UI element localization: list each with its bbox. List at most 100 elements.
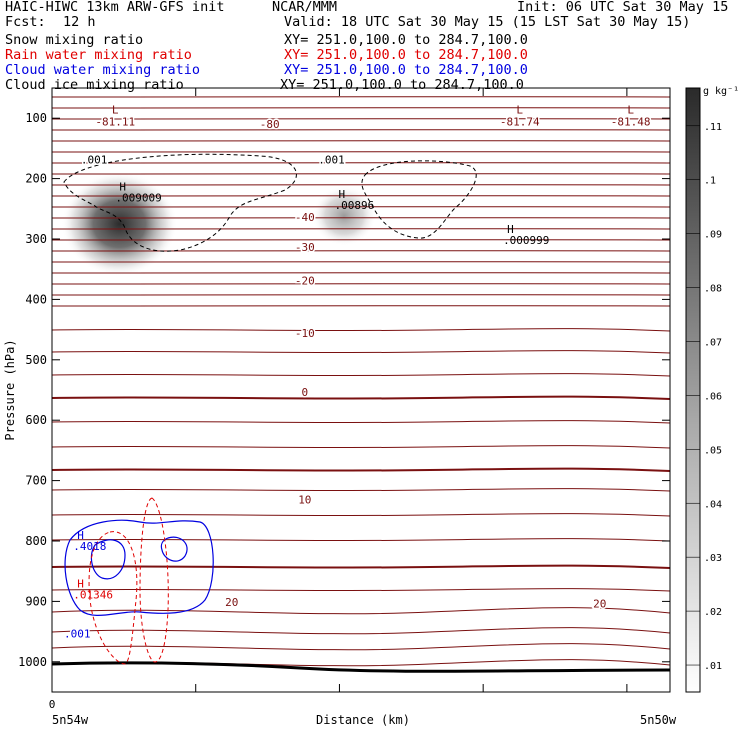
isotherm-line (52, 239, 670, 241)
rain-water-contour (88, 531, 138, 665)
isotherm-line (52, 151, 670, 153)
model-title: HAIC-HIWC 13km ARW-GFS init (5, 0, 225, 15)
surface-line (52, 661, 670, 673)
isotherm-line (52, 445, 670, 449)
isotherm-line (52, 272, 670, 274)
isotherm-label: -81.48 (611, 115, 651, 128)
isotherm-label: -10 (295, 327, 315, 340)
isotherm-line (52, 643, 670, 651)
x-axis-label: Distance (km) (316, 713, 410, 727)
isotherm-line (52, 228, 670, 230)
x-left-location: 5n54w (52, 713, 89, 727)
colorbar-tick-label: .1 (704, 176, 716, 187)
y-tick-label: 500 (25, 353, 47, 367)
colorbar-tick-label: .04 (704, 499, 722, 510)
field-xy-snow: XY= 251.0,100.0 to 284.7,100.0 (284, 32, 528, 48)
isotherm-line (52, 217, 670, 219)
isotherm-line (52, 627, 670, 635)
isotherm-label: -20 (295, 274, 315, 287)
colorbar-unit: g kg⁻¹ (703, 86, 739, 97)
rain-water-contour (139, 497, 169, 663)
y-tick-label: 1000 (18, 655, 47, 669)
plot-frame (51, 87, 671, 693)
isotherm-label: -80 (260, 118, 280, 131)
ice-shading-blob (312, 186, 377, 247)
y-tick-label: 700 (25, 474, 47, 488)
isotherm-line (52, 129, 670, 131)
field-name-cloud-ice: Cloud ice mixing ratio (5, 77, 184, 93)
y-tick-label: 300 (25, 232, 47, 246)
colorbar-tick-label: .08 (704, 284, 722, 295)
low-marker: L (112, 103, 119, 116)
isotherm-line (52, 206, 670, 208)
colorbar-tick-label: .11 (704, 122, 722, 133)
isotherm-label: 20 (225, 596, 238, 609)
forecast-label: Fcst: (5, 14, 46, 30)
isotherm-label: -81.11 (95, 115, 135, 128)
max-marker: H (77, 529, 84, 542)
max-value: .00896 (335, 199, 375, 212)
isotherm-line (52, 162, 670, 164)
forecast-value: 12 h (63, 14, 96, 30)
isotherm-line (52, 118, 670, 120)
contour-label: .001 (64, 628, 91, 641)
x-tick-label: 0 (49, 698, 56, 711)
field-xy-cloud-water: XY= 251.0,100.0 to 284.7,100.0 (284, 62, 528, 78)
isotherm-line (52, 350, 670, 354)
isotherm-line (52, 173, 670, 175)
field-xy-rain: XY= 251.0,100.0 to 284.7,100.0 (284, 47, 528, 63)
snow-contour (361, 160, 477, 239)
colorbar-tick-label: .09 (704, 230, 722, 241)
isotherm-line (52, 305, 670, 307)
max-value: .009009 (115, 192, 161, 205)
isotherm-line (52, 373, 670, 377)
y-tick-label: 600 (25, 413, 47, 427)
ice-shading-blob (61, 171, 178, 276)
isotherm-line (52, 96, 670, 98)
isotherm-line (52, 140, 670, 142)
max-value: .01346 (73, 588, 113, 601)
x-right-location: 5n50w (640, 713, 677, 727)
colorbar (685, 87, 701, 693)
isotherm-line (52, 538, 670, 542)
contour-label: .001 (318, 154, 345, 167)
isotherm-label: 10 (298, 494, 311, 507)
y-tick-label: 100 (25, 111, 47, 125)
isotherm-line (52, 328, 670, 332)
isotherm-label: 20 (593, 597, 606, 610)
max-marker: H (339, 188, 346, 201)
isotherm-line (52, 184, 670, 186)
isotherm-line (52, 467, 670, 472)
isotherm-label: -40 (295, 211, 315, 224)
isotherm-label: -81.74 (500, 115, 540, 128)
max-value: .000999 (503, 234, 549, 247)
colorbar-tick-label: .05 (704, 445, 722, 456)
isotherm-line (52, 588, 670, 592)
field-name-cloud-water: Cloud water mixing ratio (5, 62, 201, 78)
max-marker: H (507, 223, 514, 236)
colorbar-tick-label: .03 (704, 553, 722, 564)
colorbar-tick-label: .02 (704, 607, 722, 618)
colorbar-tick-label: .07 (704, 337, 722, 348)
low-marker: L (627, 103, 634, 116)
cloud-water-contour (90, 539, 126, 580)
isotherm-line (52, 488, 670, 492)
isotherm-line (52, 195, 670, 197)
cloud-water-contour (160, 536, 188, 562)
colorbar-tick-label: .06 (704, 391, 722, 402)
max-marker: H (119, 181, 126, 194)
y-tick-label: 800 (25, 534, 47, 548)
y-tick-label: 400 (25, 292, 47, 306)
isotherm-line (52, 283, 670, 285)
isotherm-label: 0 (302, 386, 309, 399)
valid-time: Valid: 18 UTC Sat 30 May 15 (15 LST Sat … (284, 14, 691, 30)
org-label: NCAR/MMM (272, 0, 338, 15)
field-name-snow: Snow mixing ratio (5, 32, 144, 48)
colorbar-tick-label: .01 (704, 661, 722, 672)
cloud-water-contour (64, 519, 214, 617)
field-xy-cloud-ice: XY= 251.0,100.0 to 284.7,100.0 (280, 77, 524, 93)
isotherm-line (52, 250, 670, 252)
contour-label: .001 (81, 154, 108, 167)
isotherm-line (52, 564, 670, 569)
